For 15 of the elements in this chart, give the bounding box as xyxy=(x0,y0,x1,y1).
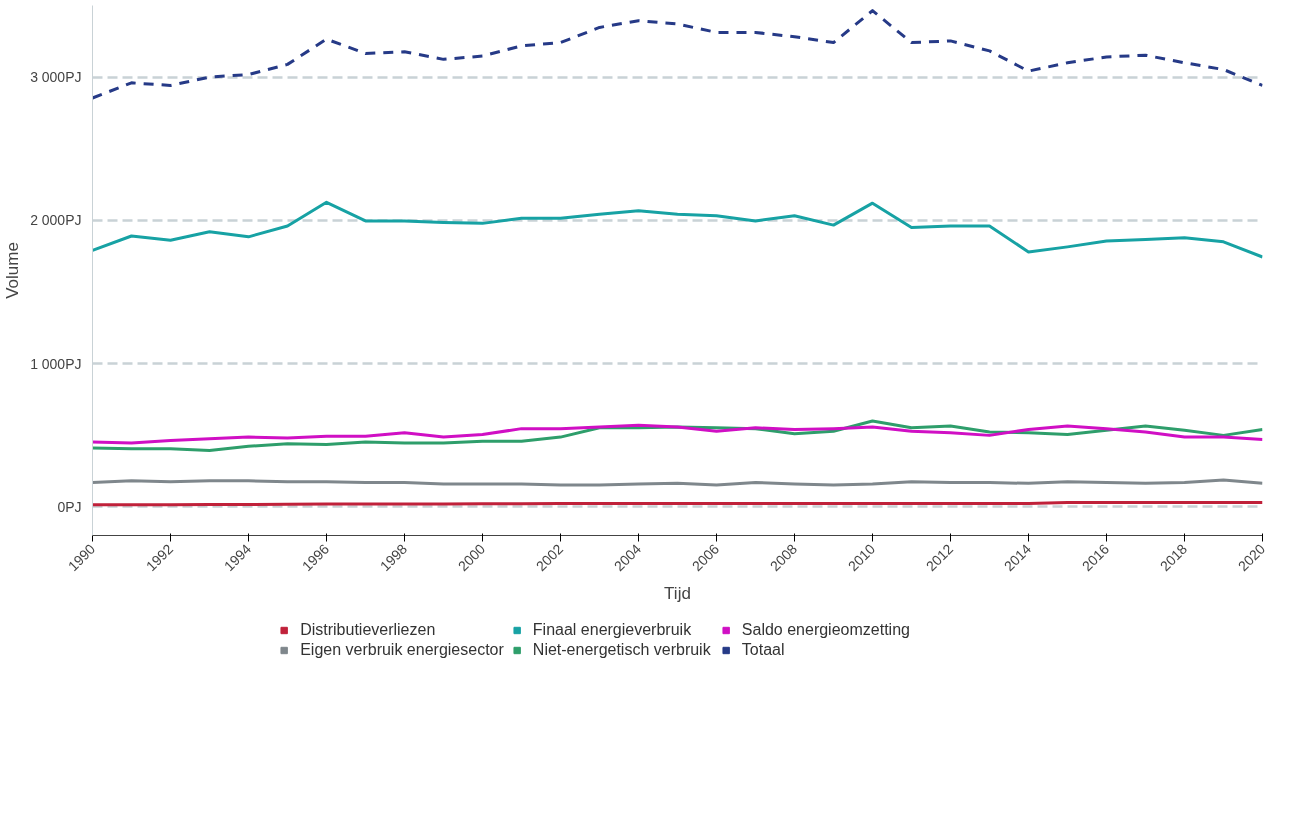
line-series xyxy=(92,423,1263,445)
legend-label: Distributieverliezen xyxy=(300,621,437,639)
y-tick-label: 2 000PJ xyxy=(30,212,82,229)
line-series xyxy=(92,9,1263,100)
legend-label: Finaal energieverbruik xyxy=(532,621,693,639)
legend-label: Totaal xyxy=(741,641,786,659)
legend-label: Eigen verbruik energiesector xyxy=(300,641,504,659)
x-axis-title: Tijd xyxy=(664,583,691,603)
y-axis-title: Volume xyxy=(3,242,23,299)
y-tick-label: 3 000PJ xyxy=(30,69,82,86)
y-tick-label: 1 000PJ xyxy=(30,355,82,372)
legend-label: Niet-energetisch verbruik xyxy=(532,641,712,659)
line-series xyxy=(92,200,1263,259)
y-tick-label: 0PJ xyxy=(57,498,82,515)
legend-label: Saldo energieomzetting xyxy=(741,621,911,639)
